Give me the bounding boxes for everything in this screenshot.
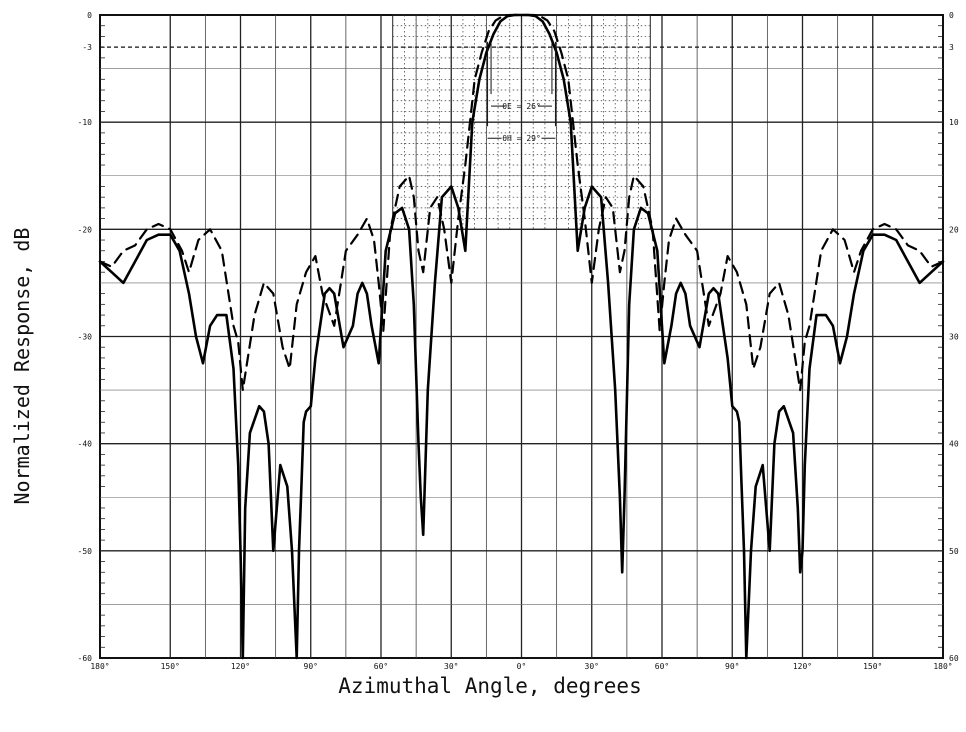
x-tick-label: 30° xyxy=(585,662,599,671)
y-tick-label-right: 3 xyxy=(949,43,954,52)
y-tick-label-left: -30 xyxy=(78,333,93,342)
beamwidth-annotations: θE = 26° θH = 29° xyxy=(487,41,556,143)
x-tick-label: 60° xyxy=(374,662,388,671)
x-tick-label: 90° xyxy=(725,662,739,671)
y-tick-label-right: 60 xyxy=(949,654,959,663)
y-tick-label-left: -3 xyxy=(82,43,92,52)
y-tick-label-right: 40 xyxy=(949,440,959,449)
y-tick-label-left: -40 xyxy=(78,440,93,449)
x-tick-label: 120° xyxy=(793,662,812,671)
annotation-label: θH = 29° xyxy=(502,134,541,143)
y-tick-label-right: 30 xyxy=(949,333,959,342)
y-tick-label-right: 20 xyxy=(949,225,959,234)
x-tick-label: 180° xyxy=(90,662,109,671)
y-axis-label: Normalized Response, dB xyxy=(10,227,34,505)
y-tick-label-right: 0 xyxy=(949,11,954,20)
x-tick-label: 30° xyxy=(444,662,458,671)
y-tick-label-left: -60 xyxy=(78,654,93,663)
y-tick-label-left: 0 xyxy=(87,11,92,20)
y-tick-label-right: 10 xyxy=(949,118,959,127)
x-tick-label: 120° xyxy=(231,662,250,671)
x-tick-label: 0° xyxy=(517,662,527,671)
x-tick-label: 180° xyxy=(933,662,952,671)
x-axis-label: Azimuthal Angle, degrees xyxy=(338,674,642,698)
x-tick-label: 90° xyxy=(304,662,318,671)
series-line-solid xyxy=(98,13,945,660)
y-tick-label-left: -50 xyxy=(78,547,93,556)
y-tick-label-right: 50 xyxy=(949,547,959,556)
series-lines xyxy=(98,13,945,660)
x-tick-label: 150° xyxy=(161,662,180,671)
x-tick-label: 150° xyxy=(863,662,882,671)
y-tick-label-left: -10 xyxy=(78,118,93,127)
tick-labels: 180° 150° 120° 90° 60° 30° 0° 30° 60° 90° 120° 150°… xyxy=(78,11,959,671)
series-line-dashed xyxy=(98,13,945,392)
y-tick-label-left: -20 xyxy=(78,225,93,234)
x-tick-label: 60° xyxy=(655,662,669,671)
annotation-label: θE = 26° xyxy=(502,102,541,111)
